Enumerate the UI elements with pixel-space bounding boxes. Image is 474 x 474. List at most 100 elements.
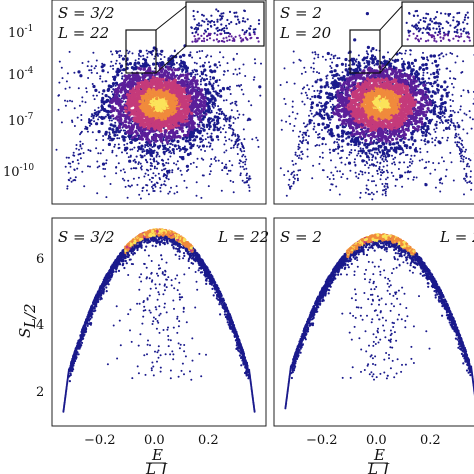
data-point <box>229 127 232 130</box>
data-point <box>115 172 118 175</box>
data-point <box>232 57 235 60</box>
data-point <box>178 155 181 158</box>
data-point <box>116 98 121 102</box>
data-point <box>212 106 215 109</box>
data-point <box>425 166 427 169</box>
data-point <box>462 160 465 163</box>
data-point <box>151 91 156 95</box>
data-point <box>151 155 154 158</box>
data-point <box>224 116 227 119</box>
data-point <box>67 171 70 174</box>
data-point <box>316 144 318 146</box>
data-point <box>176 68 180 72</box>
data-point <box>190 84 194 89</box>
data-point <box>230 147 233 150</box>
data-point <box>140 112 144 116</box>
data-point <box>199 57 202 60</box>
data-point <box>60 66 63 69</box>
data-point <box>444 106 447 109</box>
data-point <box>305 94 308 97</box>
data-point <box>165 150 168 153</box>
data-point <box>229 102 232 105</box>
data-point <box>256 139 259 142</box>
data-point <box>147 109 151 113</box>
data-point <box>410 162 413 165</box>
data-point <box>359 191 362 194</box>
data-point <box>408 171 411 174</box>
data-point <box>143 175 146 178</box>
data-point <box>142 67 146 71</box>
data-point <box>357 54 360 57</box>
data-point <box>111 151 114 154</box>
data-point <box>159 126 163 130</box>
data-point <box>434 186 437 189</box>
data-point <box>210 158 213 160</box>
panel-bottom-left-frame <box>51 217 267 427</box>
data-point <box>80 147 83 150</box>
data-point <box>141 88 146 92</box>
data-point <box>167 192 170 195</box>
data-point <box>151 176 154 179</box>
data-point <box>150 83 154 88</box>
data-point <box>357 145 360 148</box>
data-point <box>382 165 385 168</box>
data-point <box>328 148 331 151</box>
data-point <box>248 175 251 178</box>
data-point <box>404 49 407 52</box>
data-point <box>350 149 353 151</box>
data-point <box>100 109 103 112</box>
data-point <box>99 75 102 78</box>
data-point <box>189 51 192 54</box>
data-point <box>71 100 74 103</box>
data-point <box>114 62 117 65</box>
data-point <box>403 141 406 144</box>
data-point <box>91 114 94 117</box>
data-point <box>229 85 231 88</box>
data-point <box>357 150 360 153</box>
data-point <box>144 113 148 117</box>
data-point <box>144 172 147 175</box>
data-point <box>365 50 368 53</box>
data-point <box>461 119 464 122</box>
data-point <box>105 162 108 165</box>
data-point <box>128 138 131 141</box>
data-point <box>102 149 105 152</box>
data-point <box>316 78 319 81</box>
data-point <box>124 100 127 103</box>
data-point <box>217 159 220 162</box>
data-point <box>153 142 155 144</box>
data-point <box>426 71 429 74</box>
data-point <box>170 99 175 103</box>
data-point <box>199 83 202 86</box>
data-point <box>173 162 175 165</box>
data-point <box>336 141 339 144</box>
data-point <box>421 134 424 137</box>
data-point <box>173 74 177 78</box>
data-point <box>75 144 78 146</box>
data-point <box>201 144 205 148</box>
data-point <box>151 53 154 56</box>
data-point <box>207 141 210 144</box>
data-point <box>211 76 216 80</box>
data-point <box>161 142 164 145</box>
data-point <box>336 57 339 60</box>
data-point <box>189 72 193 76</box>
data-point <box>330 183 333 186</box>
data-point <box>183 147 187 151</box>
data-point <box>219 51 221 54</box>
data-point <box>191 56 194 59</box>
data-point <box>128 135 132 139</box>
data-point <box>162 162 165 165</box>
data-point <box>211 105 214 108</box>
data-point <box>151 150 155 155</box>
data-point <box>199 75 202 78</box>
data-point <box>452 100 454 102</box>
data-point <box>147 67 151 71</box>
data-point <box>200 121 203 124</box>
data-point <box>232 116 235 119</box>
data-point <box>297 148 300 151</box>
data-point <box>136 134 139 137</box>
data-point <box>113 124 117 128</box>
data-point <box>236 73 239 76</box>
data-point <box>434 130 437 133</box>
